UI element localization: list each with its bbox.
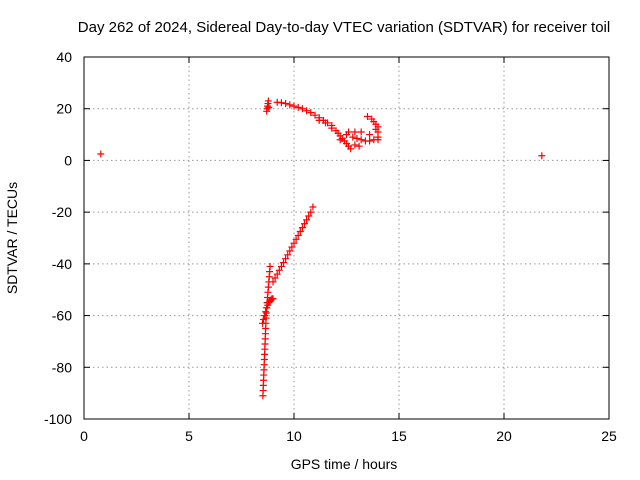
y-tick-label: -40: [52, 256, 72, 272]
data-point: [357, 128, 365, 136]
data-point: [294, 103, 302, 111]
data-point: [347, 145, 355, 153]
data-point: [275, 266, 283, 274]
x-axis-label: GPS time / hours: [291, 456, 398, 472]
data-point: [355, 142, 363, 150]
data-point: [259, 319, 266, 327]
grid: [84, 57, 609, 419]
data-point: [349, 133, 357, 141]
data-point: [315, 116, 323, 124]
data-point: [282, 100, 290, 108]
data-point: [311, 111, 319, 119]
data-point: [290, 102, 298, 110]
y-tick-label: -20: [52, 204, 72, 220]
data-point: [328, 124, 336, 132]
data-point: [538, 152, 546, 160]
data-points: [97, 97, 546, 400]
data-point: [264, 97, 272, 105]
y-axis-label: SDTVAR / TECUs: [4, 182, 20, 294]
y-tick-label: -100: [44, 411, 72, 427]
data-point: [366, 131, 374, 139]
data-point: [309, 203, 317, 211]
data-point: [303, 107, 311, 115]
data-point: [286, 101, 294, 109]
data-point: [277, 99, 285, 107]
data-point: [298, 105, 306, 113]
x-tick-label: 5: [185, 428, 193, 444]
y-tick-label: 20: [56, 101, 72, 117]
x-tick-label: 20: [496, 428, 512, 444]
data-point: [307, 109, 315, 117]
data-point: [269, 278, 277, 286]
x-tick-label: 25: [601, 428, 617, 444]
axes: 0 5 10 15 20 25 -100 -80 -60 -40 -20 0 20 40: [44, 49, 617, 444]
data-point: [266, 262, 274, 270]
data-point: [322, 119, 329, 127]
x-tick-label: 0: [80, 428, 88, 444]
data-point: [265, 103, 273, 111]
data-point: [357, 136, 365, 144]
data-point: [294, 231, 302, 239]
y-tick-label: -60: [52, 308, 72, 324]
data-point: [262, 308, 270, 316]
data-point: [284, 251, 292, 259]
data-point: [353, 134, 361, 142]
data-point: [351, 141, 359, 149]
data-point: [366, 137, 374, 145]
data-point: [286, 247, 294, 255]
data-point: [305, 212, 313, 220]
data-point: [345, 128, 353, 136]
data-point: [364, 112, 371, 120]
y-tick-label: 0: [64, 152, 72, 168]
data-point: [298, 224, 306, 232]
data-point: [280, 259, 287, 267]
data-point: [296, 228, 304, 236]
data-point: [288, 243, 296, 251]
data-point: [336, 136, 344, 144]
data-point: [307, 208, 315, 216]
data-point: [97, 150, 105, 158]
data-point: [282, 255, 290, 263]
data-point: [277, 262, 285, 270]
data-point: [301, 220, 308, 228]
data-point: [290, 239, 298, 247]
data-point: [292, 235, 300, 243]
data-point: [260, 315, 268, 323]
y-tick-label: 40: [56, 49, 72, 65]
data-point: [351, 128, 359, 136]
plot-frame: [83, 56, 610, 420]
y-tick-label: -80: [52, 359, 72, 375]
data-point: [269, 295, 277, 303]
chart-title: Day 262 of 2024, Sidereal Day-to-day VTE…: [78, 19, 610, 36]
data-point: [271, 274, 279, 282]
data-point: [374, 133, 382, 141]
data-point: [273, 270, 281, 278]
x-tick-label: 10: [286, 428, 302, 444]
x-tick-label: 15: [391, 428, 407, 444]
data-point: [303, 216, 311, 224]
data-point: [372, 125, 380, 133]
data-point: [261, 312, 269, 320]
